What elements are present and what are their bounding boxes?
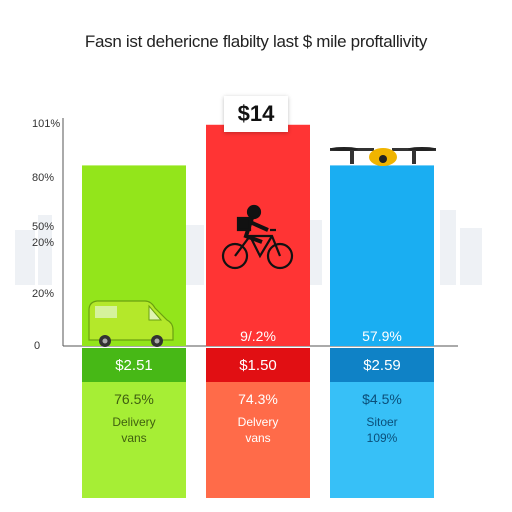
bar-lower-line2-2: 109% (367, 431, 398, 445)
y-tick-labels: 0 20% 20% 50% 80% 101% (32, 118, 60, 352)
bar-lower-pct-1: 74.3% (238, 391, 278, 407)
drone-icon (330, 147, 436, 166)
bar-lower-panel-1 (206, 382, 310, 498)
bar-upper-label-1: 9/.2% (240, 328, 276, 344)
bar-lower-line2-0: vans (121, 431, 146, 445)
bar-lower-line1-0: Delivery (112, 415, 155, 429)
y-tick-4: 80% (32, 172, 54, 184)
bar-value-band-2 (330, 348, 434, 382)
bar-value-band-0 (82, 348, 186, 382)
bicycle-icon (221, 204, 294, 270)
bar-lower-line1-2: Sitoer (366, 415, 397, 429)
y-tick-1: 20% (32, 288, 54, 300)
y-tick-3: 50% (32, 221, 54, 233)
price-badge: $14 (224, 96, 288, 132)
y-tick-2: 20% (32, 237, 54, 249)
van-icon (88, 300, 174, 347)
bar-2 (330, 165, 434, 346)
bar-lower-panel-2 (330, 382, 434, 498)
bar-lower-pct-2: $4.5% (362, 391, 402, 407)
bar-lower-line2-1: vans (245, 431, 270, 445)
bar-lower-panel-0 (82, 382, 186, 498)
bar-upper-label-2: 57.9% (362, 328, 402, 344)
y-tick-5: 101% (32, 118, 60, 130)
bar-band-value-0: $2.51 (115, 357, 153, 374)
bar-lower-pct-0: 76.5% (114, 391, 154, 407)
bar-band-value-2: $2.59 (363, 357, 401, 374)
bar-lower-line1-1: Delvery (238, 415, 279, 429)
bar-band-value-1: $1.50 (239, 357, 277, 374)
bar-value-band-1 (206, 348, 310, 382)
chart-title: Fasn ist dehericne flabilty last $ mile … (84, 32, 428, 51)
y-tick-0: 0 (34, 340, 40, 352)
city-skyline-background (15, 210, 482, 285)
